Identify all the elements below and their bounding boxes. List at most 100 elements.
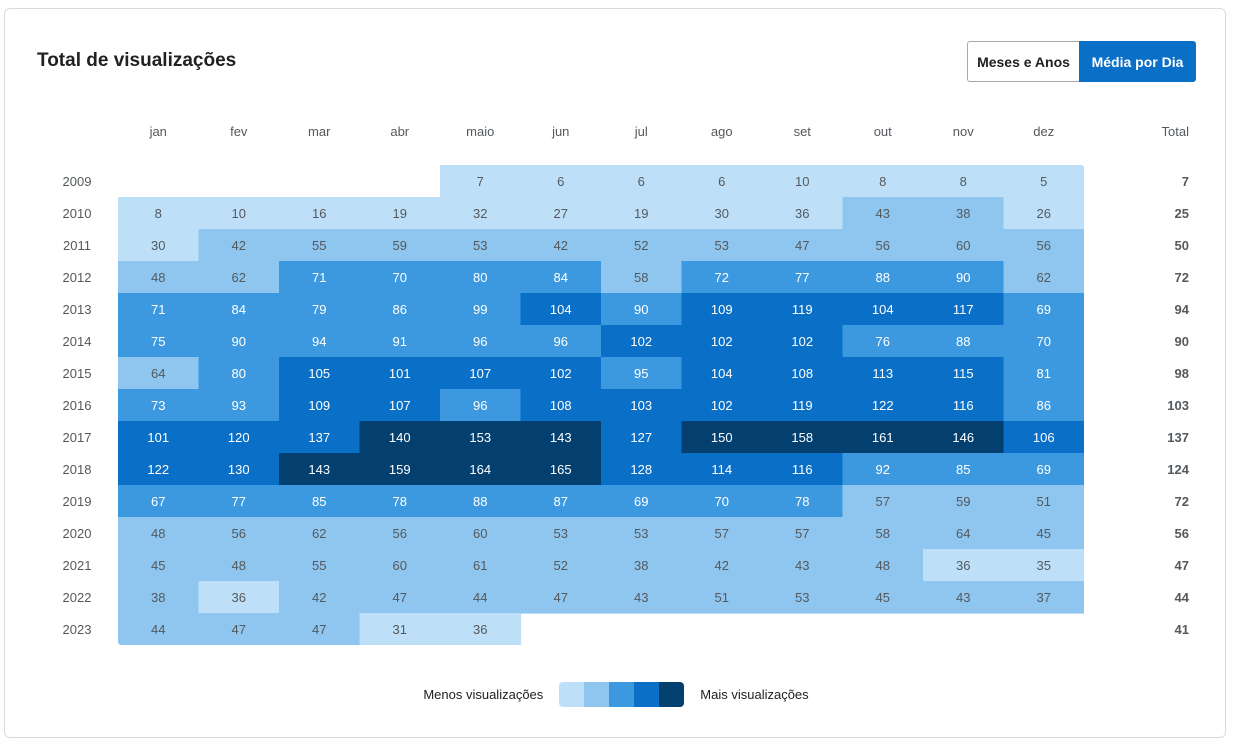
- heatmap-cell: [198, 549, 280, 582]
- heatmap-cell: [681, 485, 763, 518]
- year-label: 2022: [63, 590, 92, 605]
- heatmap-cell: [762, 517, 844, 550]
- cell-value: 6: [718, 174, 725, 189]
- cell-value: 64: [956, 526, 970, 541]
- heatmap-cell: [118, 293, 200, 326]
- heatmap-cell: [440, 197, 522, 230]
- cell-value: 19: [634, 206, 648, 221]
- heatmap-cell: [1003, 293, 1084, 326]
- heatmap-cell: [1003, 165, 1084, 198]
- cell-value: 93: [232, 398, 246, 413]
- cell-value: 105: [308, 366, 330, 381]
- heatmap-cell: [118, 389, 200, 422]
- cell-value: 116: [792, 462, 813, 477]
- cell-value: 85: [956, 462, 970, 477]
- cell-value: 101: [389, 366, 411, 381]
- months-years-button[interactable]: Meses e Anos: [967, 41, 1079, 82]
- row-total: 90: [1175, 334, 1189, 349]
- heatmap-cell: [601, 389, 683, 422]
- cell-value: 73: [151, 398, 165, 413]
- heatmap-cell: [762, 165, 844, 198]
- cell-value: 56: [393, 526, 407, 541]
- row-total: 25: [1175, 206, 1189, 221]
- heatmap-cell: [359, 421, 441, 454]
- cell-value: 76: [876, 334, 890, 349]
- heatmap-cell: [359, 261, 441, 294]
- legend-swatch: [609, 682, 635, 707]
- heatmap-cell: [520, 389, 602, 422]
- cell-value: 16: [312, 206, 326, 221]
- heatmap-cell: [842, 485, 924, 518]
- year-label: 2013: [63, 302, 92, 317]
- heatmap-cell: [842, 357, 924, 390]
- heatmap-cell: [923, 581, 1005, 614]
- cell-value: 55: [312, 238, 326, 253]
- cell-value: 99: [473, 302, 487, 317]
- heatmap-cell: [1003, 517, 1084, 550]
- cell-value: 45: [876, 590, 890, 605]
- cell-value: 102: [711, 334, 733, 349]
- cell-value: 71: [151, 302, 165, 317]
- cell-value: 80: [473, 270, 487, 285]
- daily-average-button[interactable]: Média por Dia: [1079, 41, 1196, 82]
- heatmap-cell: [923, 325, 1005, 358]
- heatmap-cell: [681, 261, 763, 294]
- month-header: out: [874, 124, 892, 139]
- row-total: 137: [1167, 430, 1189, 445]
- heatmap-cell: [601, 197, 683, 230]
- cell-value: 53: [715, 238, 729, 253]
- cell-value: 78: [795, 494, 809, 509]
- cell-value: 78: [393, 494, 407, 509]
- heatmap-cell: [118, 357, 200, 390]
- heatmap-cell: [681, 517, 763, 550]
- cell-value: 48: [232, 558, 246, 573]
- heatmap-cell: [762, 261, 844, 294]
- cell-value: 85: [312, 494, 326, 509]
- cell-value: 90: [634, 302, 648, 317]
- heatmap-cell: [923, 485, 1005, 518]
- heatmap-cell: [762, 197, 844, 230]
- cell-value: 104: [872, 302, 894, 317]
- row-total: 72: [1175, 494, 1189, 509]
- cell-value: 43: [876, 206, 890, 221]
- row-total: 44: [1175, 590, 1190, 605]
- heatmap-cell: [520, 261, 602, 294]
- cell-value: 71: [312, 270, 326, 285]
- total-header: Total: [1162, 124, 1190, 139]
- heatmap-cell: [118, 229, 200, 262]
- cell-value: 47: [554, 590, 568, 605]
- cell-value: 69: [1037, 462, 1051, 477]
- heatmap-cell: [923, 293, 1005, 326]
- year-label: 2012: [63, 270, 92, 285]
- year-label: 2009: [63, 174, 92, 189]
- cell-value: 53: [473, 238, 487, 253]
- cell-value: 42: [312, 590, 326, 605]
- heatmap-cell: [681, 549, 763, 582]
- year-label: 2020: [63, 526, 92, 541]
- heatmap-cell: [601, 229, 683, 262]
- cell-value: 101: [147, 430, 169, 445]
- heatmap-cell: [440, 613, 522, 645]
- cell-value: 140: [389, 430, 411, 445]
- cell-value: 137: [308, 430, 330, 445]
- heatmap-cell: [359, 293, 441, 326]
- legend-swatches: [559, 682, 685, 707]
- cell-value: 61: [473, 558, 487, 573]
- legend-swatch: [584, 682, 610, 707]
- cell-value: 108: [550, 398, 572, 413]
- cell-value: 90: [232, 334, 246, 349]
- year-label: 2023: [63, 622, 92, 637]
- heatmap-cell: [842, 517, 924, 550]
- cell-value: 70: [393, 270, 407, 285]
- cell-value: 27: [554, 206, 568, 221]
- cell-value: 42: [232, 238, 246, 253]
- cell-value: 57: [715, 526, 729, 541]
- heatmap-cell: [842, 261, 924, 294]
- cell-value: 96: [554, 334, 568, 349]
- heatmap-cell: [440, 229, 522, 262]
- heatmap-cell: [520, 165, 602, 198]
- heatmap-cell: [440, 453, 522, 486]
- heatmap-cell: [762, 293, 844, 326]
- row-total: 72: [1175, 270, 1189, 285]
- heatmap-cell: [520, 357, 602, 390]
